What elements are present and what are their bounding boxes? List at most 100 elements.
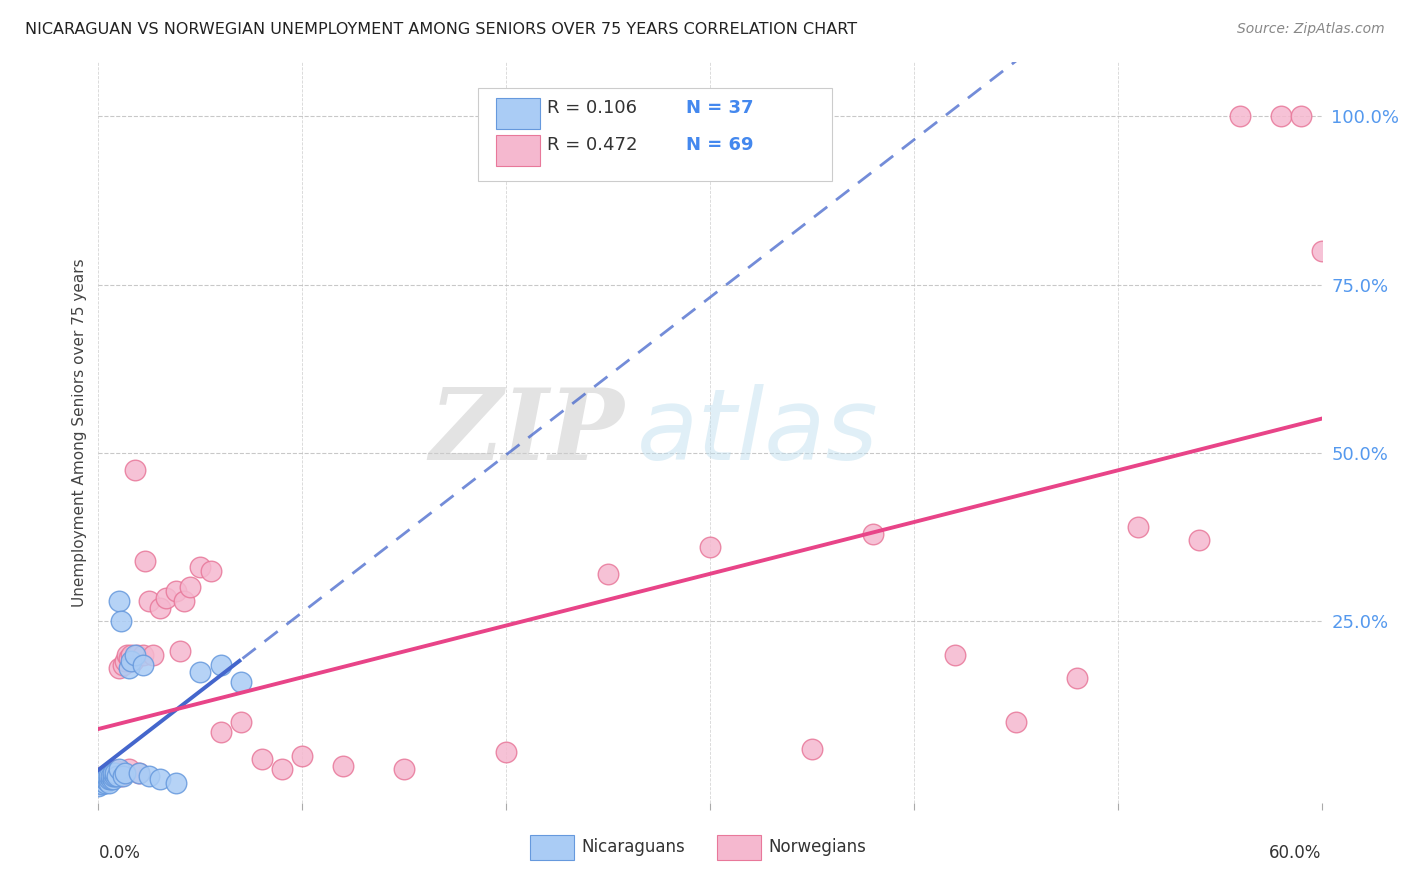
Point xyxy=(1004,714,1026,729)
Point xyxy=(97,769,120,783)
Point xyxy=(100,770,122,784)
Point xyxy=(801,742,824,756)
Point xyxy=(169,644,191,658)
Point xyxy=(1270,109,1292,123)
Point xyxy=(114,765,136,780)
Text: Source: ZipAtlas.com: Source: ZipAtlas.com xyxy=(1237,22,1385,37)
Point xyxy=(91,774,114,789)
Point xyxy=(108,769,131,783)
Point xyxy=(120,648,142,662)
Text: R = 0.106: R = 0.106 xyxy=(547,99,637,118)
Point xyxy=(97,772,120,787)
Point xyxy=(138,769,160,783)
Text: Nicaraguans: Nicaraguans xyxy=(582,838,685,856)
Point xyxy=(149,600,172,615)
Text: 0.0%: 0.0% xyxy=(98,844,141,862)
Text: N = 37: N = 37 xyxy=(686,99,754,118)
Point xyxy=(100,772,122,787)
Point xyxy=(111,657,134,672)
Point xyxy=(96,772,118,787)
Point xyxy=(122,655,145,669)
Point xyxy=(101,769,124,783)
Point xyxy=(100,769,122,783)
Point xyxy=(97,765,120,780)
Point xyxy=(138,594,160,608)
Point xyxy=(132,657,155,672)
Point xyxy=(1229,109,1251,123)
Point xyxy=(93,775,115,789)
Point xyxy=(108,594,131,608)
Point xyxy=(97,775,120,789)
Point xyxy=(101,765,124,780)
Point xyxy=(149,772,172,787)
Point xyxy=(104,765,127,780)
Point xyxy=(96,770,118,784)
Point xyxy=(89,772,111,787)
Point xyxy=(699,540,721,554)
Point xyxy=(110,614,132,628)
Point xyxy=(1331,500,1354,514)
Point xyxy=(1310,244,1333,258)
Point xyxy=(93,774,115,789)
Point xyxy=(93,769,115,783)
Text: 60.0%: 60.0% xyxy=(1270,844,1322,862)
Point xyxy=(118,661,141,675)
Point xyxy=(209,657,232,672)
Point xyxy=(332,758,354,772)
Point xyxy=(96,774,118,789)
Point xyxy=(105,769,128,783)
Point xyxy=(89,775,111,789)
FancyBboxPatch shape xyxy=(478,88,832,181)
Text: ZIP: ZIP xyxy=(429,384,624,481)
Point xyxy=(104,767,127,781)
Point xyxy=(115,648,138,662)
Point xyxy=(114,655,136,669)
Point xyxy=(250,752,273,766)
Point xyxy=(1351,668,1374,682)
Point xyxy=(862,526,884,541)
Point xyxy=(179,581,201,595)
Point xyxy=(91,774,114,789)
Point xyxy=(108,762,131,776)
Point xyxy=(127,648,149,662)
Point xyxy=(124,648,146,662)
Point xyxy=(87,777,110,791)
Text: N = 69: N = 69 xyxy=(686,136,754,154)
Point xyxy=(1066,671,1088,685)
Point xyxy=(132,648,155,662)
Point xyxy=(87,779,110,793)
Point xyxy=(128,765,150,780)
Point xyxy=(231,674,253,689)
Point xyxy=(104,764,127,778)
Point xyxy=(118,651,141,665)
Point xyxy=(87,774,110,789)
Point xyxy=(200,564,222,578)
Point xyxy=(155,591,177,605)
Point xyxy=(93,772,115,787)
Point xyxy=(188,665,212,679)
Point xyxy=(165,775,187,789)
FancyBboxPatch shape xyxy=(496,135,540,166)
Point xyxy=(943,648,966,662)
Point xyxy=(209,725,232,739)
Point xyxy=(1188,533,1211,548)
Point xyxy=(110,769,132,783)
Point xyxy=(105,765,128,780)
Point xyxy=(118,762,141,776)
Point xyxy=(188,560,212,574)
Point xyxy=(270,762,294,776)
Text: Norwegians: Norwegians xyxy=(769,838,866,856)
Point xyxy=(96,769,118,783)
Point xyxy=(495,745,517,759)
Point xyxy=(100,765,122,780)
Point xyxy=(93,772,115,787)
Text: NICARAGUAN VS NORWEGIAN UNEMPLOYMENT AMONG SENIORS OVER 75 YEARS CORRELATION CHA: NICARAGUAN VS NORWEGIAN UNEMPLOYMENT AMO… xyxy=(25,22,858,37)
Y-axis label: Unemployment Among Seniors over 75 years: Unemployment Among Seniors over 75 years xyxy=(72,259,87,607)
FancyBboxPatch shape xyxy=(717,835,762,860)
Point xyxy=(101,765,124,780)
Point xyxy=(598,566,620,581)
Point xyxy=(89,775,111,789)
Point xyxy=(89,772,111,787)
Point xyxy=(231,714,253,729)
Text: atlas: atlas xyxy=(637,384,879,481)
